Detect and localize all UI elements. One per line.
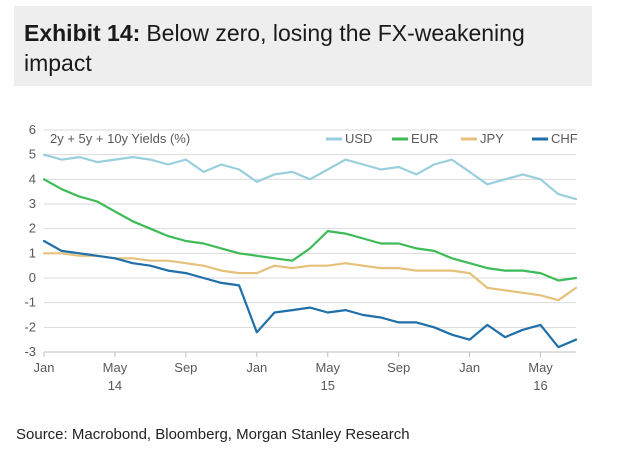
chart-area: 6 5 4 3 2 1 0 -1 -2 -3 Jan May Sep Jan May Sep Jan May 14 1…: [14, 118, 598, 410]
source-note: Source: Macrobond, Bloomberg, Morgan Sta…: [16, 426, 410, 443]
x-tick-label: May: [315, 360, 340, 375]
x-tick-label: May: [103, 360, 128, 375]
y-tick-label: -2: [24, 319, 36, 334]
y-tick-label: 3: [29, 196, 36, 211]
year-label: 16: [533, 378, 547, 393]
y-tick-label: 4: [29, 171, 36, 186]
series-line-usd: [42, 153, 578, 201]
exhibit-label: Exhibit 14:: [24, 20, 141, 46]
y-tick-label: 1: [29, 245, 36, 260]
exhibit-title-text: Below zero, losing the FX-weakening impa…: [24, 20, 525, 76]
x-tick-label: Jan: [246, 360, 267, 375]
exhibit-title: Exhibit 14: Below zero, losing the FX-wea…: [24, 18, 582, 78]
y-tick-label: 6: [29, 122, 36, 137]
chart-title: 2y + 5y + 10y Yields (%): [50, 131, 190, 146]
series-line-jpy: [42, 252, 578, 302]
series-line-eur: [42, 178, 578, 282]
series-line-chf: [42, 239, 578, 349]
year-label: 15: [320, 378, 334, 393]
x-tick-label: May: [528, 360, 553, 375]
legend-label: CHF: [551, 131, 578, 146]
legend-label: USD: [345, 131, 372, 146]
exhibit-header: Exhibit 14: Below zero, losing the FX-wea…: [14, 6, 592, 86]
y-tick-label: -3: [24, 344, 36, 359]
x-tick-label: Sep: [174, 360, 197, 375]
x-tick-label: Jan: [459, 360, 480, 375]
y-tick-label: 2: [29, 221, 36, 236]
y-tick-label: 0: [29, 270, 36, 285]
year-label: 14: [108, 378, 122, 393]
x-tick-label: Jan: [34, 360, 55, 375]
legend-label: EUR: [411, 131, 438, 146]
legend-label: JPY: [480, 131, 504, 146]
y-tick-label: 5: [29, 147, 36, 162]
x-tick-label: Sep: [387, 360, 410, 375]
y-tick-label: -1: [24, 295, 36, 310]
